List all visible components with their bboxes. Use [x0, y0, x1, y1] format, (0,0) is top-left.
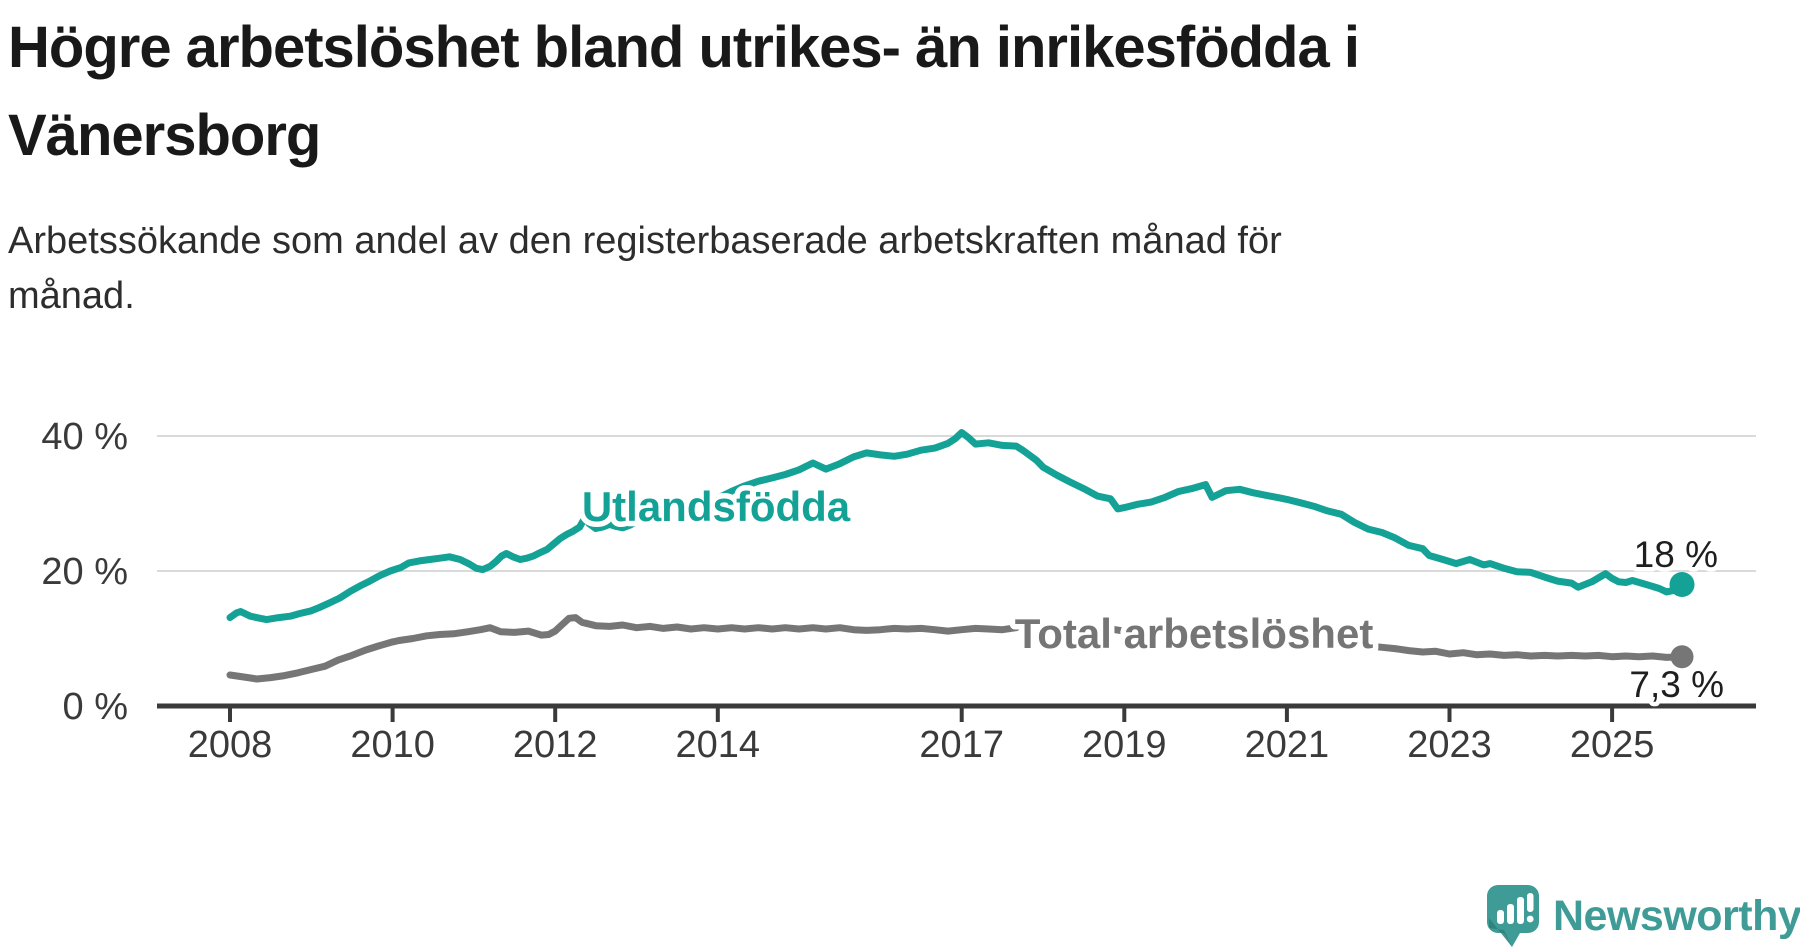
series-lines-group — [226, 429, 1686, 683]
end-value-label-total: 7,3 % — [1629, 664, 1724, 705]
series-line-total — [226, 614, 1686, 683]
newsworthy-logo-text: Newsworthy — [1553, 891, 1800, 940]
y-tick-label: 40 % — [41, 416, 128, 458]
gridlines-group — [157, 435, 1756, 572]
exclamation-bar — [1527, 893, 1534, 912]
tick-labels-group: 0 % 20 % 40 % 2008 2010 2012 2014 2017 2019 2021 2… — [41, 416, 1654, 766]
bubble-tail-shadow — [1489, 918, 1512, 947]
x-tick-label: 2010 — [350, 724, 435, 766]
x-tick-label: 2008 — [188, 724, 273, 766]
series-end-dots-group — [1669, 572, 1695, 669]
newsworthy-logo: Newsworthy — [1486, 884, 1800, 948]
page-subtitle: Arbetssökande som andel av den registerb… — [8, 214, 1668, 324]
x-tick-label: 2014 — [676, 724, 761, 766]
series-label-utlandsfodda: Utlandsfödda — [582, 483, 851, 530]
page-subtitle-line-1: Arbetssökande som andel av den registerb… — [8, 220, 1282, 262]
series-end-dot-utlandsfodda — [1669, 572, 1695, 597]
end-value-label-utlandsfodda: 18 % — [1634, 534, 1718, 575]
bar-chart-bar-3 — [1517, 897, 1524, 924]
page-title-line-2: Vänersborg — [8, 103, 321, 169]
series-label-total-arbetsloshet: Total arbetslöshet — [1015, 610, 1374, 657]
x-tick-label: 2023 — [1407, 724, 1492, 766]
x-axis-group — [157, 703, 1756, 722]
x-tick-label: 2012 — [513, 724, 598, 766]
x-tick-label: 2025 — [1570, 724, 1655, 766]
x-tick-label: 2019 — [1082, 724, 1167, 766]
y-tick-label: 0 % — [63, 686, 128, 728]
series-line-utlandsfodda — [226, 429, 1686, 624]
page-title-line-1: Högre arbetslöshet bland utrikes- än inr… — [8, 15, 1360, 80]
exclamation-dot — [1526, 915, 1534, 923]
page-subtitle-line-2: månad. — [8, 275, 135, 318]
x-tick-label: 2021 — [1245, 724, 1330, 766]
bar-chart-bar-1 — [1497, 910, 1504, 924]
newsworthy-speech-bubble-icon — [1487, 885, 1539, 947]
bar-chart-bar-2 — [1507, 904, 1514, 924]
series-end-dot-total — [1670, 645, 1694, 669]
page-title: Högre arbetslöshet bland utrikes- än inr… — [8, 4, 1568, 180]
x-tick-label: 2017 — [919, 724, 1004, 766]
y-tick-label: 20 % — [41, 551, 128, 593]
